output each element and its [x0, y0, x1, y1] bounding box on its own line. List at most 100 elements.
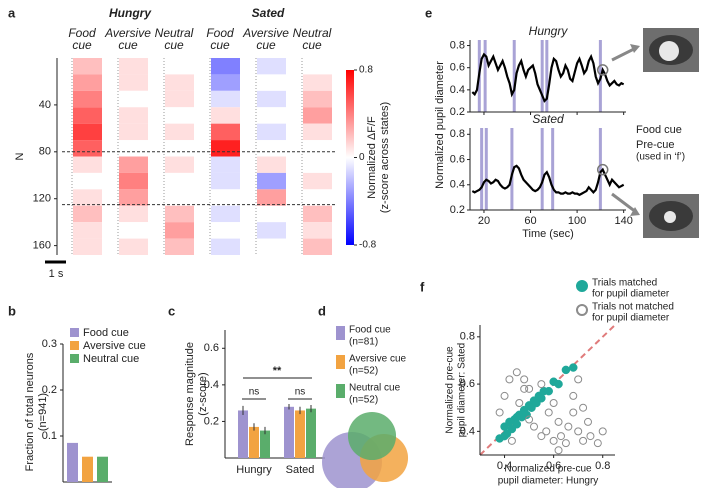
cue-label: cue — [210, 38, 230, 52]
cue-label: Aversive — [242, 26, 289, 40]
point — [586, 432, 595, 441]
bar — [295, 410, 305, 458]
x-axis-label: Normalized pre-cue — [504, 464, 592, 475]
heat-cell — [119, 189, 148, 206]
heat-cell — [211, 74, 240, 91]
eye-photo — [643, 28, 699, 72]
heat-cell — [257, 172, 286, 190]
heat-cell — [211, 123, 240, 141]
heat-cell — [257, 205, 286, 223]
arrow — [611, 46, 637, 62]
y-tick-label: 80 — [39, 146, 51, 158]
pre-cue-marker — [596, 64, 609, 76]
y-tick-label: 0.2 — [450, 106, 465, 118]
y-tick-label: 0.4 — [450, 179, 465, 191]
point — [593, 439, 602, 448]
venn-circle — [347, 411, 397, 461]
legend-count: (n=81) — [349, 337, 378, 348]
legend-swatch — [70, 341, 79, 350]
point — [554, 446, 563, 455]
heat-cell — [303, 90, 332, 108]
point — [549, 436, 558, 445]
heat-cell — [257, 238, 286, 255]
heat-cell — [257, 189, 286, 206]
legend-swatch — [336, 326, 345, 340]
heat-cell — [211, 107, 240, 124]
legend-label: for pupil diameter — [592, 289, 670, 300]
y-tick-label: 0.6 — [460, 378, 475, 390]
x-tick-label: 100 — [568, 215, 586, 227]
heat-cell — [303, 205, 332, 223]
y-axis-label: Normalized ΔF/F — [366, 116, 378, 199]
heat-cell — [73, 205, 102, 223]
cue-marker — [483, 40, 487, 112]
legend-count: (n=52) — [349, 366, 378, 377]
y-tick-label: 40 — [39, 99, 51, 111]
colorbar-tick-label: 0.8 — [359, 65, 373, 76]
heat-cell — [211, 90, 240, 108]
bar — [306, 408, 316, 458]
legend-marker — [576, 304, 588, 316]
colorbar-tick-label: 0 — [359, 152, 365, 163]
heat-cell — [73, 156, 102, 173]
y-axis-label: (z-score) — [197, 372, 209, 415]
scale-bar-label: 1 s — [49, 268, 64, 280]
point — [537, 394, 546, 403]
cue-label: cue — [72, 38, 92, 52]
y-axis-label: pupil diameter: Sated — [457, 343, 468, 438]
cue-label: Food — [206, 26, 234, 40]
cue-marker — [510, 128, 514, 210]
y-tick-label: 0.3 — [42, 338, 57, 350]
bar — [97, 456, 108, 482]
heat-cell — [165, 189, 194, 206]
y-tick-label: 0.8 — [450, 39, 465, 51]
x-tick-label: 0.6 — [546, 460, 561, 472]
heat-cell — [303, 238, 332, 255]
y-axis-label: Fraction of total neurons — [24, 352, 36, 471]
y-tick-label: 0.4 — [460, 425, 475, 437]
heat-cell — [165, 74, 194, 91]
heat-cell — [73, 172, 102, 190]
y-tick-label: 0.1 — [42, 430, 57, 442]
x-tick-label: Hungry — [236, 464, 272, 476]
y-tick-label: 0.8 — [460, 331, 475, 343]
y-axis-label: N — [14, 152, 26, 160]
heat-cell — [119, 222, 148, 239]
point — [579, 436, 588, 445]
heat-cell — [303, 140, 332, 157]
x-axis-label: pupil diameter: Hungry — [498, 476, 599, 487]
point — [530, 422, 538, 431]
legend-swatch — [336, 355, 345, 369]
heat-cell — [211, 156, 240, 173]
point — [544, 408, 553, 417]
point — [569, 391, 578, 400]
point — [495, 408, 504, 417]
heat-cell — [73, 189, 102, 206]
heat-cell — [165, 222, 194, 239]
heat-cell — [165, 123, 194, 141]
point — [574, 427, 583, 436]
legend-label: Neutral cue — [83, 353, 139, 365]
cue-marker — [540, 40, 544, 112]
cue-marker — [480, 128, 484, 210]
cue-marker — [551, 128, 555, 210]
cue-label: cue — [164, 38, 184, 52]
point — [505, 375, 514, 384]
point — [569, 408, 578, 417]
heat-cell — [257, 107, 286, 124]
legend-count: (n=52) — [349, 395, 378, 406]
point — [520, 384, 529, 393]
point — [574, 375, 583, 384]
heat-cell — [119, 172, 148, 190]
y-axis-label: (n=941) — [37, 393, 49, 431]
legend-label: Food cue — [349, 325, 391, 336]
heat-cell — [257, 58, 286, 75]
cue-marker — [545, 40, 549, 112]
legend-label: Food cue — [636, 124, 682, 136]
facet-title: Hungry — [529, 24, 569, 38]
y-tick-label: 120 — [33, 193, 51, 205]
legend-label: Neutral cue — [349, 383, 401, 394]
legend-swatch — [70, 328, 79, 337]
point — [584, 417, 592, 426]
